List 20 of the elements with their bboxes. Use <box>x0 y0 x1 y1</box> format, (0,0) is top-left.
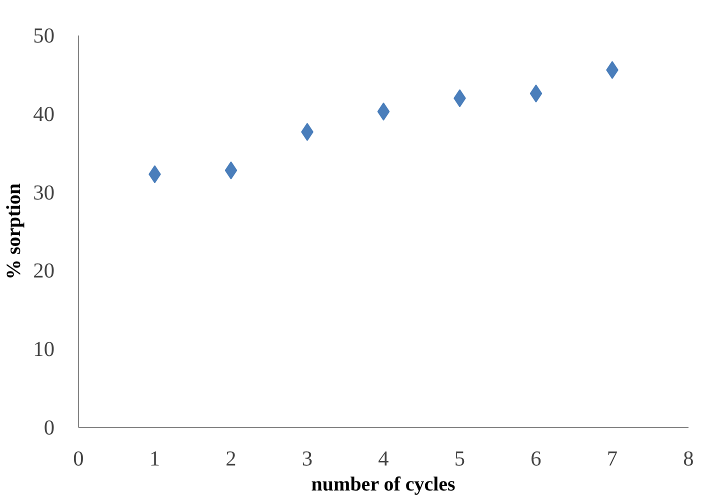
y-tick-label: 20 <box>33 258 54 283</box>
point <box>377 102 390 121</box>
x-axis-title: number of cycles <box>311 474 456 496</box>
y-tick-label: 50 <box>33 24 54 48</box>
point <box>224 161 238 180</box>
point <box>530 84 542 103</box>
x-tick-label: 8 <box>683 446 694 470</box>
x-tick-label: 6 <box>530 446 542 470</box>
x-tick-label: 1 <box>149 446 160 470</box>
x-tick-label: 5 <box>454 446 466 470</box>
y-tick-label: 30 <box>33 180 54 204</box>
x-tick-label: 2 <box>226 446 236 470</box>
y-tick-label: 40 <box>33 102 54 126</box>
x-tick-label: 0 <box>73 446 84 470</box>
x-tick-label: 7 <box>606 446 618 470</box>
y-tick-label: 0 <box>44 416 55 440</box>
y-axis-title: % sorption <box>3 183 26 280</box>
y-tick-label: 10 <box>33 337 54 362</box>
x-tick-label: 3 <box>302 446 313 470</box>
x-tick-label: 4 <box>378 446 390 470</box>
